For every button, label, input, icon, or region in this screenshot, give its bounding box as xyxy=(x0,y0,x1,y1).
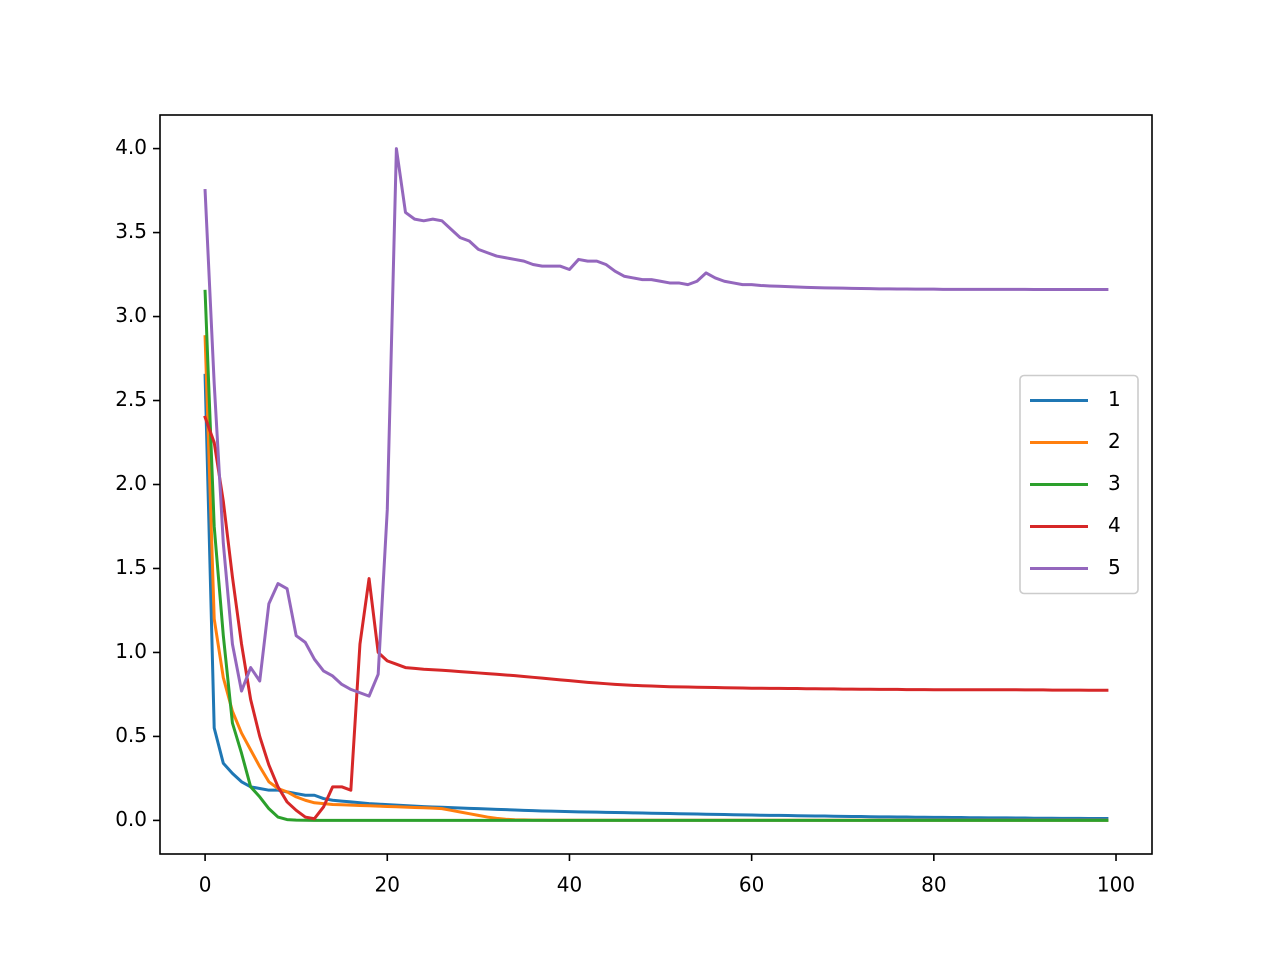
y-tick-label: 1.0 xyxy=(115,639,147,663)
legend: 1 2 3 4 5 xyxy=(1019,374,1139,595)
legend-label: 4 xyxy=(1108,513,1121,537)
legend-label: 1 xyxy=(1108,387,1121,411)
y-tick-label: 0.5 xyxy=(115,723,147,747)
y-tick-label: 2.5 xyxy=(115,387,147,411)
plot-frame xyxy=(159,114,1153,855)
y-tick-label: 0.0 xyxy=(115,807,147,831)
legend-label: 2 xyxy=(1108,429,1121,453)
legend-label: 5 xyxy=(1108,555,1121,579)
y-tick-label: 4.0 xyxy=(115,135,147,159)
y-tick-label: 1.5 xyxy=(115,555,147,579)
y-tick-label: 2.0 xyxy=(115,471,147,495)
x-tick-label: 100 xyxy=(1097,873,1135,897)
x-tick-label: 40 xyxy=(557,873,582,897)
series-line xyxy=(203,289,1109,822)
series-line xyxy=(203,415,1109,821)
legend-label: 3 xyxy=(1108,471,1121,495)
series-line xyxy=(203,147,1109,698)
y-tick-label: 3.5 xyxy=(115,219,147,243)
x-tick-label: 60 xyxy=(739,873,764,897)
x-tick-label: 0 xyxy=(199,873,212,897)
x-tick-label: 80 xyxy=(921,873,946,897)
series-line xyxy=(203,373,1109,821)
series-line xyxy=(203,335,1109,822)
x-tick-label: 20 xyxy=(375,873,400,897)
y-tick-label: 3.0 xyxy=(115,303,147,327)
